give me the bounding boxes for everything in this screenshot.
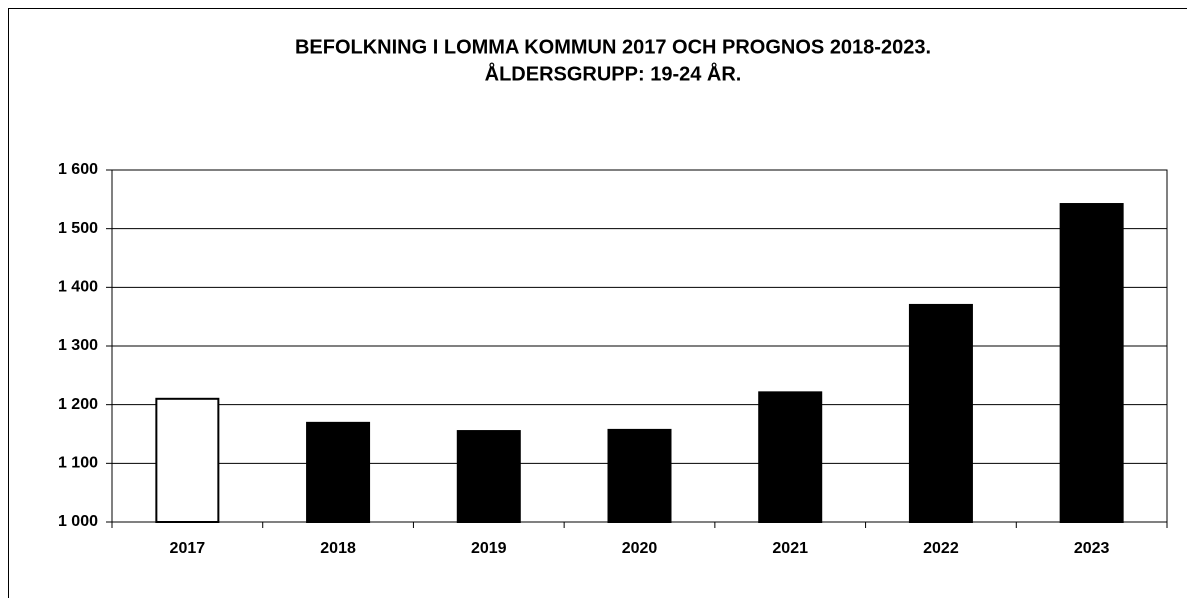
x-tick-label: 2017 (170, 540, 206, 557)
x-tick-label: 2022 (923, 540, 959, 557)
bar (155, 397, 220, 523)
y-tick-label: 1 300 (58, 337, 98, 354)
bar (1059, 203, 1124, 523)
frame (8, 8, 1187, 598)
bar (306, 421, 371, 523)
bar (456, 430, 521, 524)
bar (908, 303, 973, 523)
x-tick-label: 2019 (471, 540, 507, 557)
bar (607, 428, 672, 524)
y-tick-label: 1 500 (58, 220, 98, 237)
x-tick-label: 2021 (772, 540, 808, 557)
x-tick-label: 2023 (1074, 540, 1110, 557)
chart-title: BEFOLKNING I LOMMA KOMMUN 2017 OCH PROGN… (295, 36, 931, 58)
y-tick-label: 1 400 (58, 279, 98, 296)
y-tick-label: 1 200 (58, 396, 98, 413)
x-tick-label: 2020 (622, 540, 658, 557)
y-tick-label: 1 600 (58, 161, 98, 178)
bar (758, 391, 823, 524)
y-tick-label: 1 100 (58, 455, 98, 472)
chart-title: ÅLDERSGRUPP: 19-24 ÅR. (485, 61, 742, 85)
y-tick-label: 1 000 (58, 513, 98, 530)
x-tick-label: 2018 (320, 540, 356, 557)
